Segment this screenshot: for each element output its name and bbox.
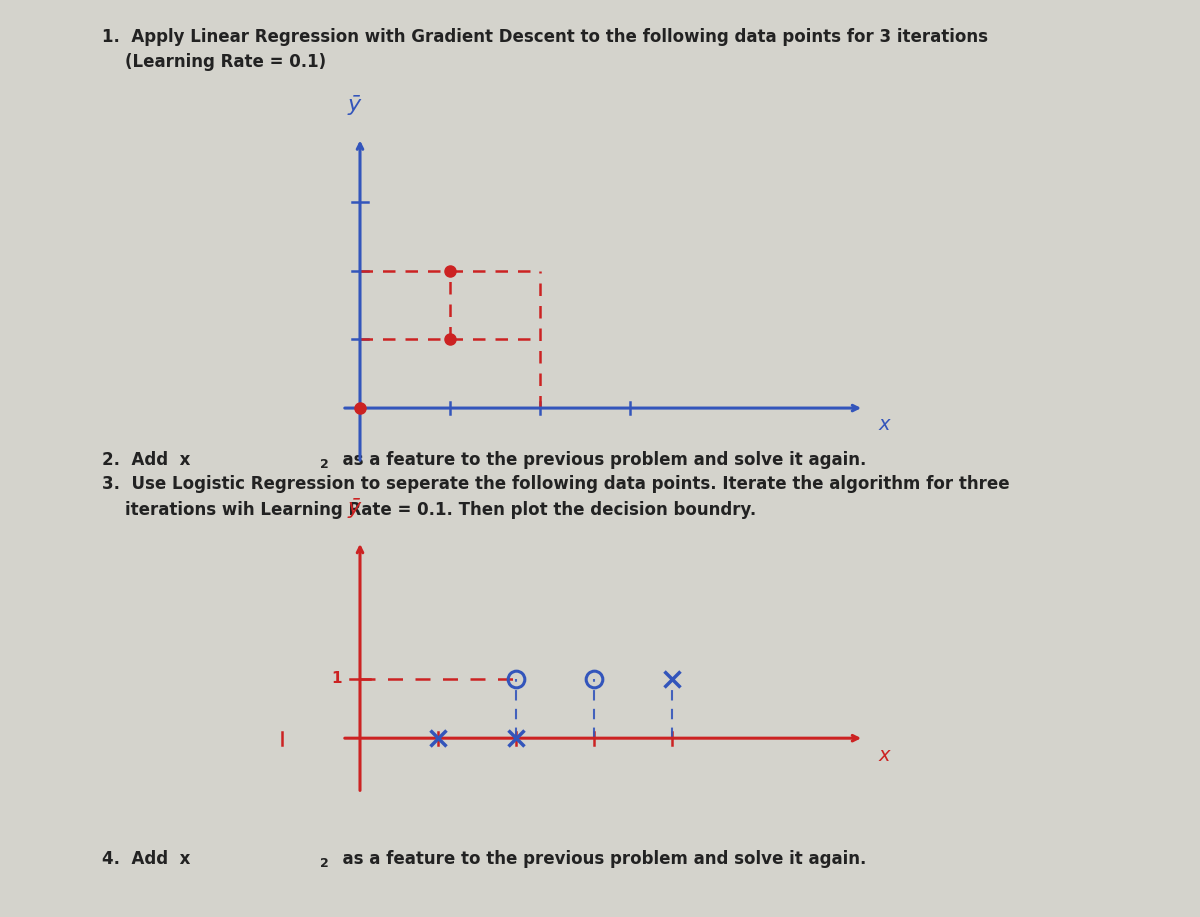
Text: as a feature to the previous problem and solve it again.: as a feature to the previous problem and… xyxy=(331,850,866,868)
Text: x: x xyxy=(878,415,890,435)
Text: 2: 2 xyxy=(320,857,329,870)
Text: as a feature to the previous problem and solve it again.: as a feature to the previous problem and… xyxy=(331,451,866,470)
Text: ȳ: ȳ xyxy=(348,498,360,518)
Text: 1: 1 xyxy=(331,671,342,686)
Text: x: x xyxy=(878,746,890,765)
Text: 4.  Add  x: 4. Add x xyxy=(102,850,191,868)
Text: 2.  Add  x: 2. Add x xyxy=(102,451,191,470)
Text: 2: 2 xyxy=(320,458,329,471)
Text: iterations wih Learning Rate = 0.1. Then plot the decision boundry.: iterations wih Learning Rate = 0.1. Then… xyxy=(102,501,756,519)
Text: 1.  Apply Linear Regression with Gradient Descent to the following data points f: 1. Apply Linear Regression with Gradient… xyxy=(102,28,988,46)
Text: ȳ: ȳ xyxy=(348,94,360,115)
Text: (Learning Rate = 0.1): (Learning Rate = 0.1) xyxy=(102,53,326,72)
Text: 3.  Use Logistic Regression to seperate the following data points. Iterate the a: 3. Use Logistic Regression to seperate t… xyxy=(102,475,1009,493)
